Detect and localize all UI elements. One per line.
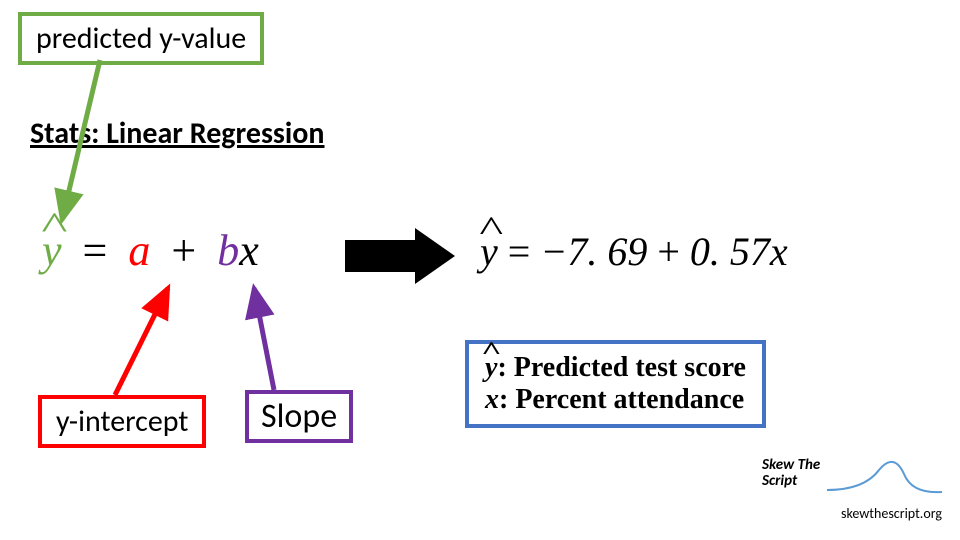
logo: Skew The Script xyxy=(762,458,942,498)
label-slope: Slope xyxy=(245,390,353,443)
var-y-hat: y xyxy=(42,225,62,276)
var-x: x xyxy=(239,226,259,275)
big-arrow-icon xyxy=(345,228,455,284)
legend-x-desc: Percent attendance xyxy=(515,384,744,415)
arrow-yintercept-to-a xyxy=(115,288,168,395)
legend-var-x: x xyxy=(485,384,499,415)
legend-box: y: Predicted test score x: Percent atten… xyxy=(465,340,766,428)
url-text: skewthescript.org xyxy=(841,505,942,522)
equation-general: y = a + bx xyxy=(42,225,259,276)
legend-var-yhat: y xyxy=(485,352,497,384)
legend-x-row: x: Percent attendance xyxy=(485,384,746,416)
coef-a: −7. 69 xyxy=(540,229,647,274)
arrow-slope-to-b xyxy=(254,288,274,390)
logo-curve-icon xyxy=(824,460,944,496)
plus-sign: + xyxy=(171,226,196,275)
label-y-intercept: y-intercept xyxy=(38,395,206,448)
coef-b: 0. 57 xyxy=(690,229,770,274)
var-y-hat-2: y xyxy=(480,228,498,275)
eq-sign: = xyxy=(83,226,108,275)
slide-title: Stats: Linear Regression xyxy=(30,115,325,152)
equation-specific: y = −7. 69 + 0. 57x xyxy=(480,228,788,275)
legend-yhat-desc: Predicted test score xyxy=(514,352,746,383)
var-a: a xyxy=(128,226,150,275)
label-predicted-y-value: predicted y-value xyxy=(18,12,264,65)
var-b: b xyxy=(217,226,239,275)
legend-yhat-row: y: Predicted test score xyxy=(485,352,746,384)
var-x-2: x xyxy=(770,229,788,274)
